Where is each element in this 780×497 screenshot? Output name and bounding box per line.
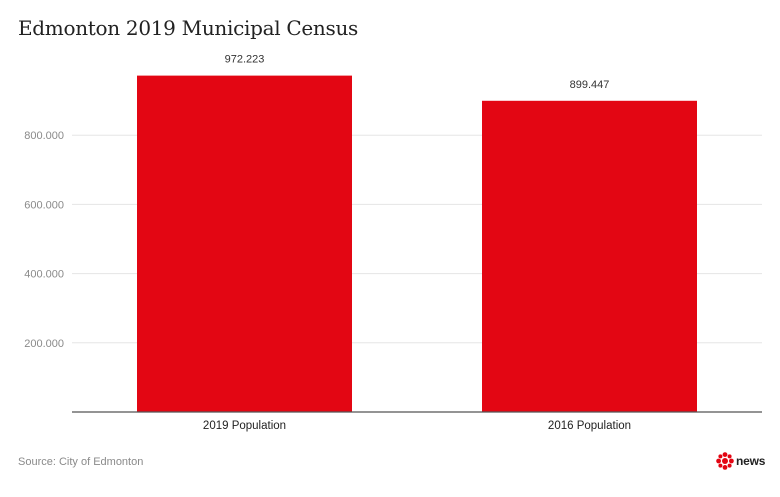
data-label: 899.447: [570, 79, 610, 91]
y-tick-label: 200.000: [24, 338, 64, 350]
y-axis-ticks: 200.000 400.000 600.000 800.000: [24, 130, 64, 350]
bar: [137, 75, 352, 412]
x-tick-label: 2019 Population: [203, 420, 286, 432]
cbc-gem-icon: [716, 452, 734, 470]
x-tick-label: 2016 Population: [548, 420, 631, 432]
bars: [137, 75, 697, 413]
data-label: 972.223: [225, 54, 265, 66]
y-tick-label: 400.000: [24, 269, 64, 281]
source-note: Source: City of Edmonton: [18, 456, 144, 468]
data-labels: 972.223 899.447: [225, 54, 610, 91]
y-tick-label: 800.000: [24, 130, 64, 142]
cbc-news-logo: news: [716, 451, 765, 471]
bar: [482, 100, 697, 413]
y-tick-label: 600.000: [24, 199, 64, 211]
chart-title: Edmonton 2019 Municipal Census: [18, 16, 359, 40]
logo-text: news: [736, 454, 766, 468]
x-axis-ticks: 2019 Population 2016 Population: [203, 420, 631, 432]
